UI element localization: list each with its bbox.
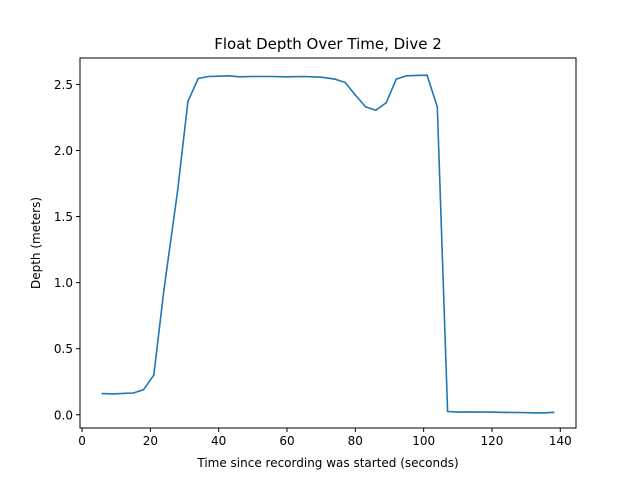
data-point (467, 411, 469, 413)
data-point (122, 392, 124, 395)
data-point (142, 388, 145, 391)
axes-frame (79, 57, 577, 429)
data-point (101, 392, 104, 395)
series-line (101, 74, 555, 414)
data-point (132, 392, 135, 394)
y-tick-label: 1.5 (54, 210, 73, 224)
data-point (269, 75, 271, 78)
x-tick-label: 80 (348, 434, 363, 448)
data-point (354, 94, 357, 96)
data-point (477, 411, 480, 413)
y-axis-label: Depth (meters) (29, 197, 43, 289)
plot-area (101, 74, 555, 414)
y-axis: 0.0 0.5 1.0 1.5 2.0 2.5 (54, 78, 80, 422)
data-point (344, 81, 346, 84)
x-tick-label: 60 (279, 434, 294, 448)
x-tick-label: 120 (481, 434, 504, 448)
data-point (176, 189, 179, 191)
data-point (320, 76, 323, 78)
data-point (375, 109, 377, 111)
data-point (532, 412, 534, 414)
x-axis-label: Time since recording was started (second… (196, 456, 458, 470)
y-tick-label: 0.5 (54, 342, 73, 356)
data-point (405, 75, 408, 77)
chart-title: Float Depth Over Time, Dive 2 (214, 35, 442, 53)
data-point (385, 102, 387, 104)
data-point (552, 411, 555, 414)
data-point (187, 100, 189, 103)
data-point (238, 76, 240, 78)
data-point (395, 78, 398, 80)
y-tick-label: 0.0 (54, 408, 73, 422)
data-point (518, 411, 521, 414)
data-point (491, 411, 493, 413)
data-point (197, 77, 199, 80)
x-axis: 0 20 40 60 80 100 120 140 (78, 428, 572, 448)
data-point (457, 411, 459, 413)
y-tick-label: 1.0 (54, 276, 73, 290)
data-point (364, 106, 367, 108)
data-point (334, 78, 336, 80)
data-point (252, 75, 254, 78)
data-point (153, 374, 155, 376)
y-tick-label: 2.0 (54, 144, 73, 158)
data-point (303, 75, 305, 78)
data-point (163, 288, 165, 291)
data-point (207, 75, 210, 78)
data-point (286, 76, 288, 78)
data-point (436, 106, 439, 108)
data-point (446, 410, 449, 413)
x-tick-label: 20 (143, 434, 158, 448)
x-tick-label: 100 (412, 434, 435, 448)
x-tick-label: 140 (549, 434, 572, 448)
data-point (112, 393, 114, 395)
data-point (426, 74, 428, 76)
data-point (228, 75, 230, 77)
x-tick-label: 0 (78, 434, 86, 448)
data-point (217, 75, 220, 77)
y-tick-label: 2.5 (54, 78, 73, 92)
data-point (416, 74, 418, 77)
data-point (504, 411, 507, 414)
x-tick-label: 40 (211, 434, 226, 448)
data-point (542, 412, 544, 414)
